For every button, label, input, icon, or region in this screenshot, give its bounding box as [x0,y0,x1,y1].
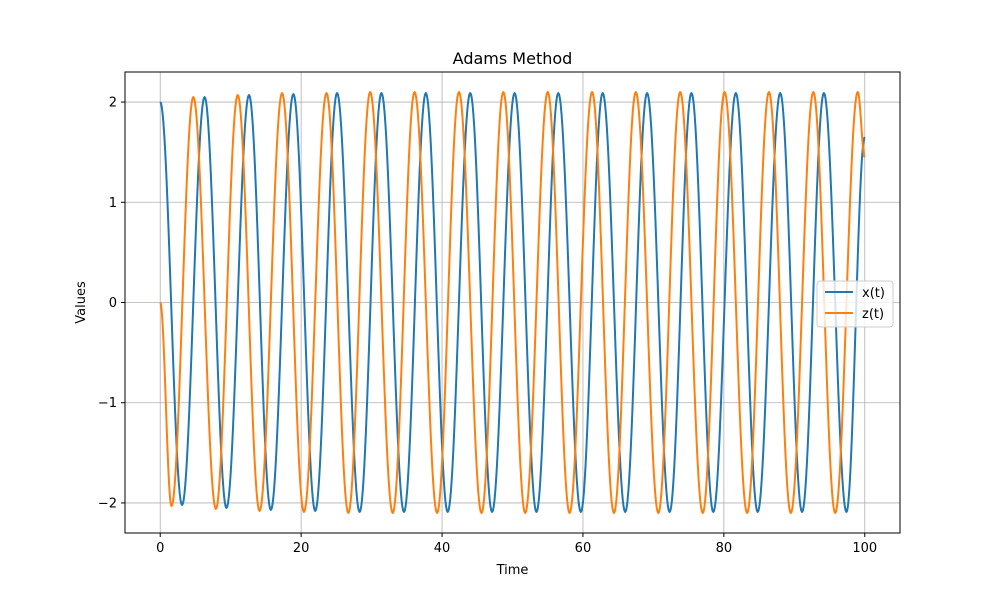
x-tick-label: 80 [716,541,733,556]
y-axis-label: Values [74,281,89,324]
y-tick-label: 1 [109,196,117,211]
x-tick-label: 40 [434,541,451,556]
x-tick-label: 20 [293,541,310,556]
y-tick-label: 2 [109,96,117,111]
ticks: 0 20 40 60 80 100 −2 −1 0 1 2 [98,96,877,556]
legend-label-z: z(t) [862,307,884,322]
y-tick-label: −1 [98,396,117,411]
legend: x(t) z(t) [816,280,894,328]
y-tick-label: −2 [98,496,117,511]
series-line-z [159,91,866,514]
x-tick-label: 60 [575,541,592,556]
x-tick-label: 0 [156,541,164,556]
chart-title: Adams Method [453,49,573,68]
x-axis-label: Time [496,563,529,578]
legend-label-x: x(t) [862,286,885,301]
series-line-x [159,92,866,513]
x-tick-label: 100 [852,541,877,556]
y-tick-label: 0 [109,296,117,311]
series-layer [159,91,866,514]
